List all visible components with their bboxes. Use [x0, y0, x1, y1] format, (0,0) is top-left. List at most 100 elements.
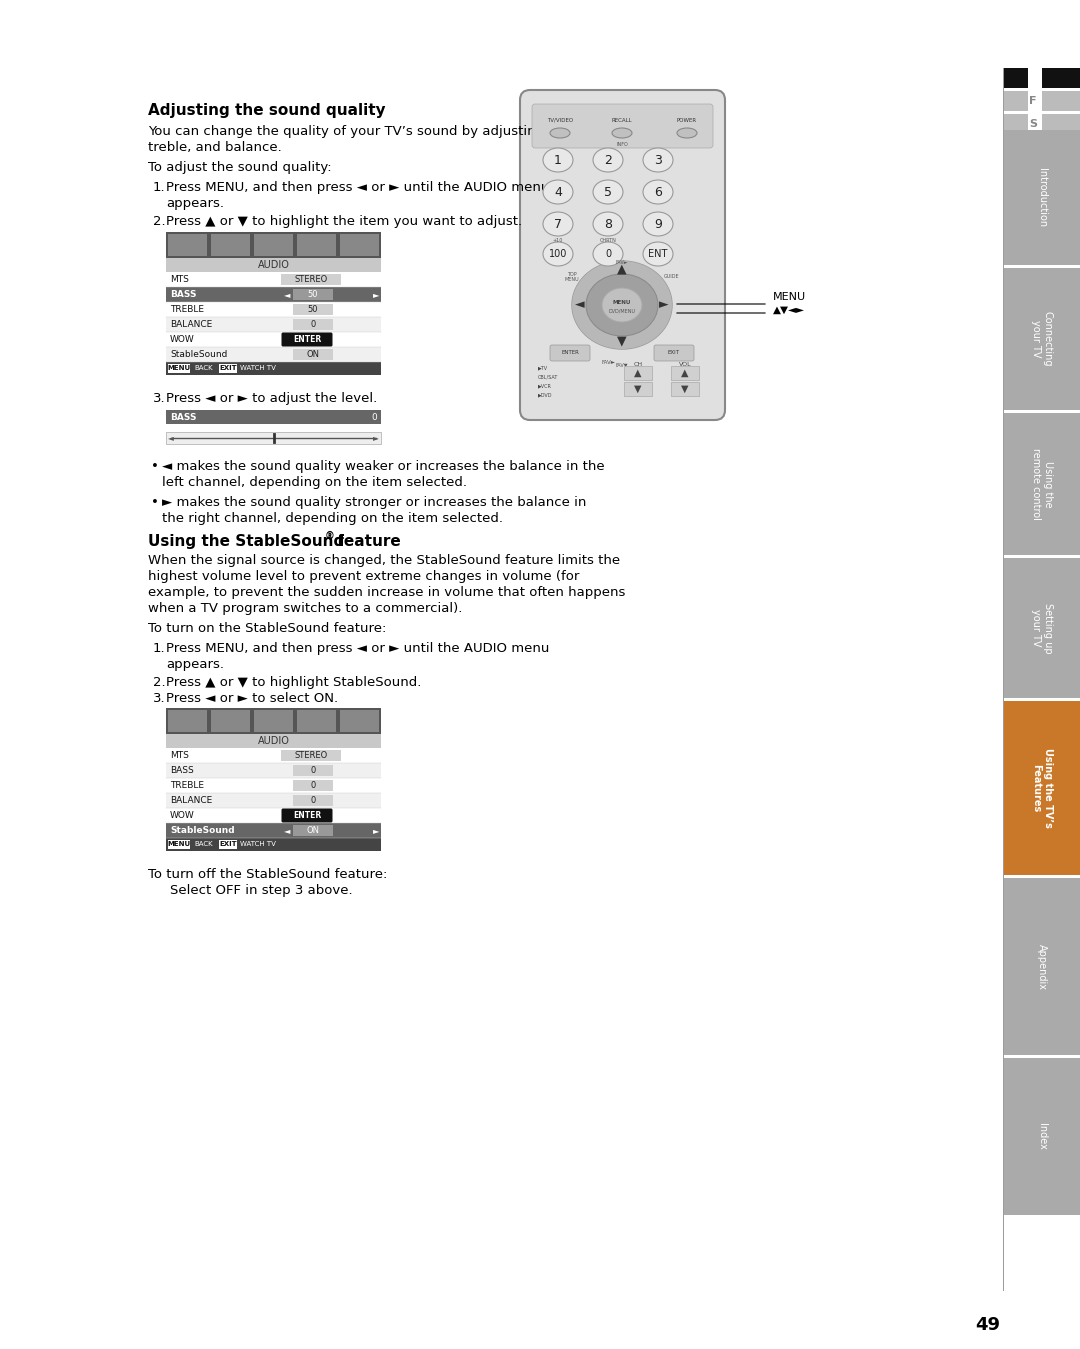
Text: ◄: ◄: [284, 290, 291, 299]
Ellipse shape: [543, 148, 573, 173]
Bar: [166, 838, 381, 851]
Bar: [671, 382, 699, 397]
Text: Appendix: Appendix: [1037, 943, 1047, 990]
Text: MTS: MTS: [170, 275, 189, 285]
Bar: [293, 795, 333, 805]
Text: 3: 3: [654, 154, 662, 166]
Text: You can change the quality of your TV’s sound by adjusting the bass,: You can change the quality of your TV’s …: [148, 125, 609, 138]
Text: 2.: 2.: [153, 676, 165, 689]
Text: RECALL: RECALL: [611, 117, 632, 123]
Bar: [166, 302, 381, 317]
Text: EXIT: EXIT: [219, 366, 237, 371]
Ellipse shape: [550, 128, 570, 138]
Bar: [254, 233, 293, 256]
Bar: [1004, 1058, 1080, 1215]
Text: ▶TV: ▶TV: [538, 366, 549, 371]
Text: MENU: MENU: [167, 366, 190, 371]
Text: 1: 1: [554, 154, 562, 166]
Text: ENT: ENT: [648, 250, 667, 259]
Text: ▼: ▼: [681, 384, 689, 394]
Text: TOP
MENU: TOP MENU: [565, 271, 579, 282]
Text: 6: 6: [654, 186, 662, 198]
Bar: [293, 318, 333, 331]
Bar: [166, 332, 381, 347]
Ellipse shape: [643, 212, 673, 236]
Bar: [281, 274, 341, 285]
Text: 100: 100: [549, 250, 567, 259]
Text: S: S: [1029, 119, 1037, 130]
Bar: [1042, 115, 1080, 134]
Text: •: •: [151, 460, 159, 473]
Text: Press MENU, and then press ◄ or ► until the AUDIO menu: Press MENU, and then press ◄ or ► until …: [166, 642, 550, 656]
Bar: [293, 304, 333, 316]
Text: appears.: appears.: [166, 658, 224, 670]
Text: STEREO: STEREO: [295, 275, 327, 285]
Text: 0: 0: [310, 796, 315, 805]
Text: ▲: ▲: [634, 368, 642, 378]
Bar: [1004, 878, 1080, 1055]
Text: INFO: INFO: [616, 142, 627, 147]
Text: ◄: ◄: [576, 298, 584, 312]
Text: ON: ON: [307, 349, 320, 359]
Text: WATCH TV: WATCH TV: [240, 842, 275, 847]
Text: STEREO: STEREO: [295, 751, 327, 759]
Text: When the signal source is changed, the StableSound feature limits the: When the signal source is changed, the S…: [148, 554, 620, 567]
Bar: [293, 349, 333, 360]
Bar: [1004, 90, 1028, 111]
Text: ◄ makes the sound quality weaker or increases the balance in the: ◄ makes the sound quality weaker or incr…: [162, 460, 605, 473]
Text: CBL/SAT: CBL/SAT: [538, 375, 558, 379]
Text: To turn on the StableSound feature:: To turn on the StableSound feature:: [148, 622, 387, 635]
Text: appears.: appears.: [166, 197, 224, 210]
Text: 0: 0: [372, 413, 377, 421]
Ellipse shape: [643, 179, 673, 204]
Bar: [168, 840, 190, 849]
Bar: [1004, 701, 1080, 876]
Text: 1.: 1.: [153, 181, 165, 194]
Text: 3.: 3.: [153, 692, 165, 706]
Text: ▲: ▲: [617, 263, 626, 275]
Text: TREBLE: TREBLE: [170, 781, 204, 791]
Ellipse shape: [593, 179, 623, 204]
FancyBboxPatch shape: [282, 808, 333, 823]
Bar: [1004, 268, 1080, 410]
Text: FAV▼: FAV▼: [616, 363, 629, 367]
Bar: [340, 710, 379, 733]
Text: Connecting
your TV: Connecting your TV: [1031, 312, 1053, 367]
Text: 50: 50: [308, 290, 319, 299]
Bar: [166, 734, 381, 747]
FancyBboxPatch shape: [654, 345, 694, 362]
Text: E: E: [1029, 73, 1037, 84]
Text: TREBLE: TREBLE: [170, 305, 204, 314]
Text: To turn off the StableSound feature:: To turn off the StableSound feature:: [148, 867, 388, 881]
Text: F: F: [1029, 96, 1037, 107]
Text: ENTER: ENTER: [293, 335, 321, 344]
Text: 8: 8: [604, 217, 612, 231]
Text: ►: ►: [373, 290, 379, 299]
Text: 1.: 1.: [153, 642, 165, 656]
Bar: [0, 1295, 1004, 1349]
Text: Introduction: Introduction: [1037, 167, 1047, 227]
Text: 2.: 2.: [153, 214, 165, 228]
Text: ▲▼◄►: ▲▼◄►: [773, 305, 805, 316]
Text: AUDIO: AUDIO: [257, 260, 289, 270]
Text: ®: ®: [325, 532, 335, 541]
Text: BALANCE: BALANCE: [170, 320, 213, 329]
Text: Using the
remote control: Using the remote control: [1031, 448, 1053, 519]
Text: Setting up
your TV: Setting up your TV: [1031, 603, 1053, 653]
Bar: [166, 410, 381, 424]
Text: FAV►: FAV►: [616, 260, 629, 266]
Bar: [1004, 67, 1028, 88]
Text: StableSound: StableSound: [170, 349, 228, 359]
Text: ▼: ▼: [634, 384, 642, 394]
Ellipse shape: [612, 128, 632, 138]
Text: •: •: [151, 496, 159, 509]
Text: ▲: ▲: [681, 368, 689, 378]
Text: treble, and balance.: treble, and balance.: [148, 142, 282, 154]
Text: StableSound: StableSound: [170, 826, 234, 835]
Text: BACK: BACK: [194, 366, 213, 371]
Text: POWER: POWER: [677, 117, 697, 123]
Text: CH: CH: [634, 362, 643, 367]
Ellipse shape: [602, 287, 642, 322]
Text: Press ◄ or ► to adjust the level.: Press ◄ or ► to adjust the level.: [166, 393, 377, 405]
Bar: [254, 710, 293, 733]
